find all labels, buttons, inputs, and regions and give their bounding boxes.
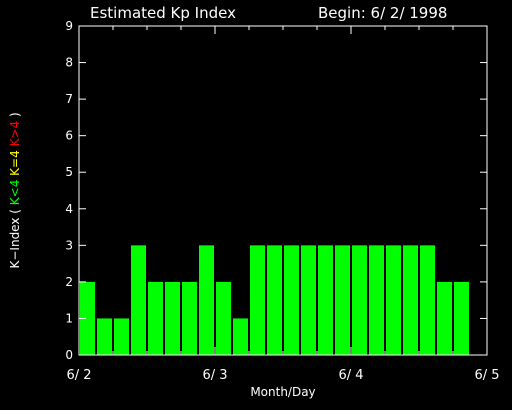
kp-bar — [148, 281, 163, 355]
kp-bar — [267, 245, 282, 355]
y-tick-label: 8 — [65, 56, 73, 70]
kp-bar — [403, 245, 418, 355]
y-tick-label: 5 — [65, 165, 73, 179]
y-tick-label: 4 — [65, 202, 73, 216]
y-tick-label: 0 — [65, 348, 73, 362]
kp-bar — [131, 245, 146, 355]
kp-bar — [80, 281, 95, 355]
kp-bar — [165, 281, 180, 355]
x-tick-label: 6/ 4 — [338, 368, 363, 383]
y-tick-label: 2 — [65, 275, 73, 289]
y-tick-label: 6 — [65, 129, 73, 143]
y-tick-label: 1 — [65, 311, 73, 325]
kp-bar — [454, 281, 469, 355]
kp-bar — [216, 281, 231, 355]
kp-bar — [420, 245, 435, 355]
bars-group — [80, 245, 469, 355]
x-tick-label: 6/ 2 — [66, 368, 91, 383]
x-tick-label: 6/ 3 — [202, 368, 227, 383]
kp-bar — [199, 245, 214, 355]
kp-bar — [386, 245, 401, 355]
x-axis-label: Month/Day — [250, 385, 315, 399]
axes-group: 0 1 2 3 4 5 6 7 8 9 6/ 2 6/ 3 6/ 4 6/ 5 — [65, 19, 499, 383]
y-tick-label: 9 — [65, 19, 73, 33]
y-tick-label: 7 — [65, 92, 73, 106]
kp-bar — [318, 245, 333, 355]
kp-bar — [114, 318, 129, 355]
kp-bar — [250, 245, 265, 355]
y-tick-label: 3 — [65, 238, 73, 252]
kp-bar — [437, 281, 452, 355]
kp-bar — [97, 318, 112, 355]
kp-bar — [233, 318, 248, 355]
chart-title: Estimated Kp Index — [90, 4, 236, 22]
x-tick-label: 6/ 5 — [474, 368, 499, 383]
kp-bar — [182, 281, 197, 355]
kp-bar — [335, 245, 350, 355]
kp-bar — [301, 245, 316, 355]
kp-bar — [284, 245, 299, 355]
kp-bar — [352, 245, 367, 355]
kp-bar — [369, 245, 384, 355]
begin-date: Begin: 6/ 2/ 1998 — [318, 4, 448, 22]
